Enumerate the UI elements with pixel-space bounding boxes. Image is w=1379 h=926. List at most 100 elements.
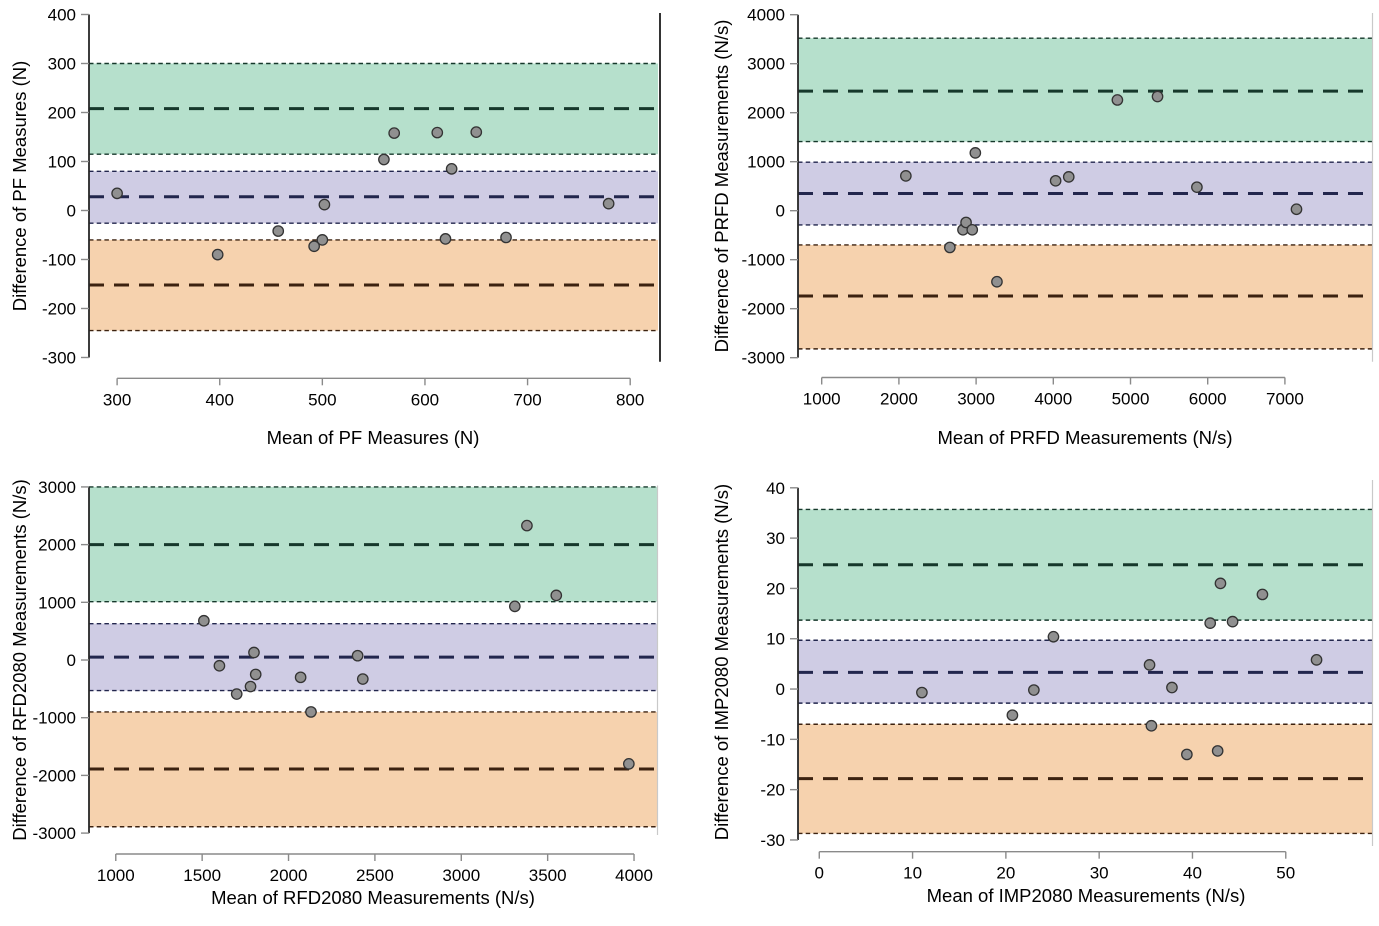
panel-imp2080-scatter-point: [1226, 615, 1239, 628]
panel-prfd-x-tick-label: 4000: [1034, 390, 1072, 409]
panel-rfd2080-y-tick-label: 3000: [38, 478, 76, 497]
panel-pf-scatter-point: [602, 197, 615, 210]
panel-prfd-scatter-point: [1290, 203, 1303, 216]
panel-prfd-scatter-point: [991, 275, 1003, 288]
panel-pf-y-tick-label: 400: [48, 5, 76, 24]
panel-imp2080-x-tick-label: 10: [903, 864, 922, 883]
panel-pf-y-tick-label: 0: [67, 201, 76, 220]
panel-pf-y-tick-label: 100: [48, 152, 76, 171]
panel-pf-y-tick-label: -200: [42, 299, 76, 318]
panel-prfd-y-tick-label: 4000: [747, 6, 785, 25]
y-axis-title-prfd: Difference of PRFD Measurements (N/s): [711, 19, 732, 353]
panel-prfd-scatter-point: [1151, 90, 1164, 103]
panel-prfd-x-tick-label: 3000: [957, 390, 995, 409]
panel-imp2080-scatter-point: [1006, 709, 1019, 722]
panel-rfd2080-scatter-point: [198, 614, 210, 627]
panel-rfd2080-scatter-point: [213, 659, 226, 672]
panel-rfd2080-x-tick-label: 2500: [356, 866, 394, 885]
panel-pf-scatter-point: [431, 126, 444, 139]
panel-rfd2080-scatter-point: [622, 758, 635, 770]
panel-prfd-y-tick-label: 3000: [747, 55, 785, 74]
panel-pf-y-tick-label: -100: [42, 250, 76, 269]
panel-prfd-x-tick-label: 7000: [1266, 390, 1304, 409]
panel-rfd2080-scatter-point: [244, 680, 257, 693]
panel-imp2080-x-tick-label: 40: [1183, 864, 1202, 883]
panel-imp2080-scatter-point: [1181, 748, 1193, 761]
panel-imp2080-y-tick-label: -30: [760, 831, 785, 850]
panel-rfd2080-scatter-point: [249, 668, 262, 681]
panel-rfd2080-x-tick-label: 4000: [615, 866, 653, 885]
panel-pf-scatter-point: [308, 240, 320, 253]
panel-rfd2080-scatter-point: [351, 649, 364, 662]
panel-imp2080-y-tick-label: 30: [766, 529, 785, 548]
panel-pf-scatter-point: [318, 198, 331, 211]
panel-pf-scatter-point: [272, 225, 285, 237]
panel-prfd-scatter-point: [900, 170, 912, 182]
panel-imp2080-scatter-point: [1204, 617, 1217, 629]
panel-imp2080-x-tick-label: 30: [1090, 864, 1109, 883]
panel-rfd2080-y-tick-label: 2000: [38, 536, 76, 555]
panel-pf-x-tick-label: 300: [103, 390, 131, 409]
panel-pf-scatter-point: [111, 187, 123, 200]
panel-pf-y-tick-label: -300: [42, 348, 76, 367]
panel-pf-x-tick-label: 800: [616, 390, 644, 409]
panel-imp2080-scatter-point: [1211, 745, 1224, 757]
panel-pf-x-tick-label: 600: [411, 390, 439, 409]
panel-rfd2080-x-tick-label: 1500: [183, 866, 221, 885]
y-axis-title-rfd2080: Difference of RFD2080 Measurements (N/s): [9, 479, 30, 841]
panel-rfd2080-x-tick-label: 3000: [442, 866, 480, 885]
panel-prfd-scatter-point: [1049, 174, 1062, 187]
panel-imp2080-y-tick-label: 0: [776, 680, 785, 699]
panel-rfd2080-x-tick-label: 3500: [529, 866, 567, 885]
panel-rfd2080-x-tick-label: 1000: [97, 866, 135, 885]
panel-rfd2080-scatter-point: [305, 706, 317, 718]
panel-imp2080-x-tick-label: 20: [996, 864, 1015, 883]
panel-imp2080-scatter-point: [1256, 588, 1269, 601]
panel-prfd-scatter-point: [1062, 171, 1075, 183]
panel-rfd2080-scatter-point: [294, 671, 307, 684]
panel-imp2080-scatter-point: [916, 686, 928, 699]
panel-pf-scatter-point: [445, 162, 458, 175]
panel-pf-scatter-point: [500, 231, 512, 244]
panel-imp2080-y-tick-label: 10: [766, 630, 785, 649]
panel-imp2080-scatter-point: [1310, 654, 1323, 666]
panel-imp2080-scatter-point: [1047, 630, 1060, 643]
panel-imp2080-scatter-point: [1143, 659, 1156, 671]
panel-pf-scatter-point: [211, 248, 224, 261]
panel-imp2080-scatter-point: [1145, 719, 1158, 732]
panel-prfd-y-tick-label: 0: [776, 202, 785, 221]
panel-imp2080-x-tick-label: 50: [1276, 864, 1295, 883]
panel-pf-scatter-point: [378, 153, 390, 166]
panel-rfd2080-scatter-point: [248, 646, 260, 659]
panel-imp2080-y-tick-label: 20: [766, 579, 785, 598]
panel-rfd2080-y-tick-label: -3000: [33, 824, 76, 843]
panel-imp2080-y-tick-label: -10: [760, 730, 785, 749]
panel-prfd-scatter-point: [1111, 94, 1124, 106]
panel-prfd-x-tick-label: 5000: [1112, 390, 1150, 409]
y-axis-title-imp2080: Difference of IMP2080 Measurements (N/s): [711, 483, 732, 841]
panel-prfd-x-tick-label: 2000: [880, 390, 918, 409]
panel-prfd-y-tick-label: -3000: [742, 349, 785, 368]
panel-rfd2080-y-tick-label: -2000: [33, 766, 76, 785]
x-axis-title-rfd2080: Mean of RFD2080 Measurements (N/s): [211, 887, 535, 908]
panel-imp2080-scatter-point: [1028, 684, 1040, 696]
panel-pf-x-tick-label: 400: [206, 390, 234, 409]
panel-pf-y-tick-label: 200: [48, 103, 76, 122]
panel-rfd2080-x-tick-label: 2000: [270, 866, 308, 885]
panel-pf-x-tick-label: 700: [513, 390, 541, 409]
panel-imp2080-scatter-point: [1166, 681, 1178, 694]
panel-rfd2080-scatter-point: [230, 688, 243, 700]
panel-prfd-scatter-point: [944, 241, 956, 254]
y-axis-title-pf: Difference of PF Measures (N): [9, 60, 30, 312]
panel-prfd-y-tick-label: 1000: [747, 153, 785, 172]
panel-rfd2080-scatter-point: [521, 519, 533, 532]
panel-rfd2080-y-tick-label: -1000: [33, 709, 76, 728]
panel-prfd-y-tick-label: 2000: [747, 104, 785, 123]
panel-imp2080-y-tick-label: 40: [766, 479, 785, 498]
panel-rfd2080-scatter-point: [508, 600, 521, 613]
x-axis-title-imp2080: Mean of IMP2080 Measurements (N/s): [926, 885, 1246, 906]
panel-pf-scatter-point: [388, 127, 401, 139]
panel-rfd2080-y-tick-label: 0: [67, 651, 76, 670]
